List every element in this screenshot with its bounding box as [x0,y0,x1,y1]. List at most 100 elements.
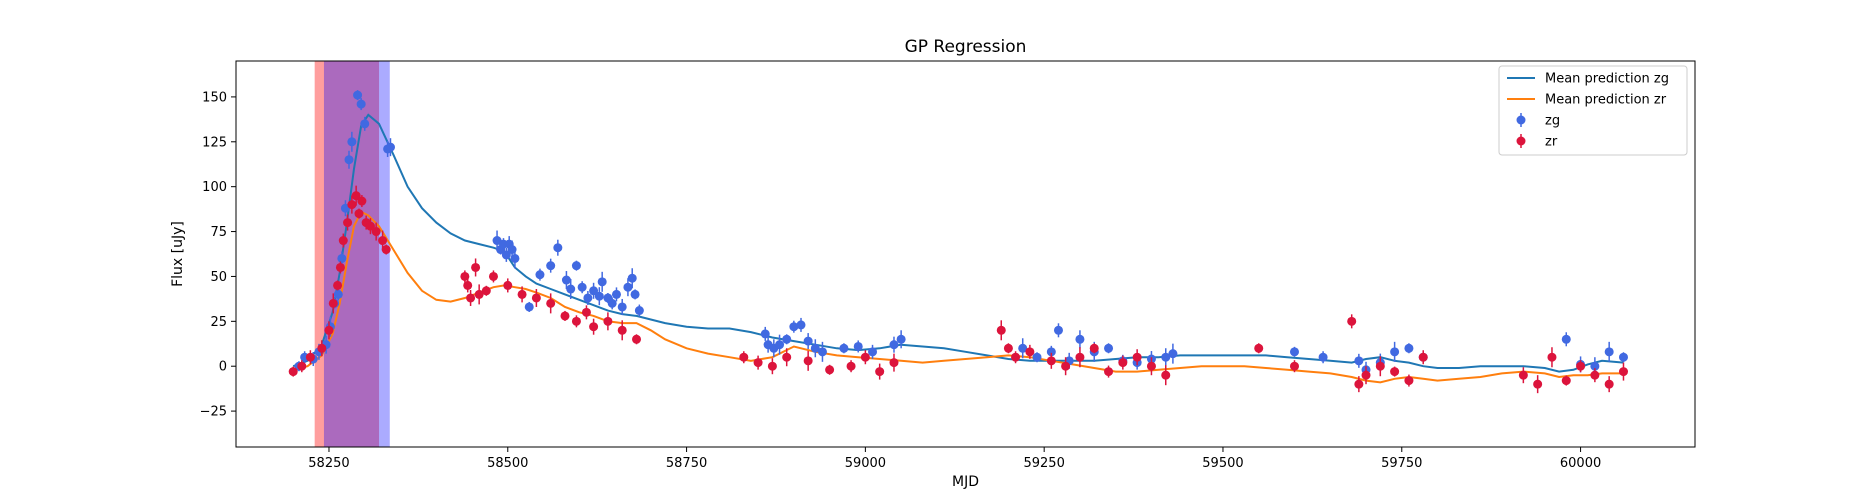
zr-point [317,343,327,353]
zr-point [297,361,307,371]
zg-point [817,347,827,357]
legend-item: zg [1516,113,1560,129]
chart-title: GP Regression [905,37,1027,57]
zr-point [1533,379,1543,389]
zr-point [1061,361,1071,371]
x-tick-label: 59000 [845,456,886,471]
zr-point [1404,376,1414,386]
zg-point [1390,347,1400,357]
zg-point [1289,347,1299,357]
zr-point [1132,352,1142,362]
zg-point [344,155,354,165]
x-axis-title: MJD [952,474,979,490]
x-tick-label: 58250 [308,456,349,471]
plot-frame [235,60,1696,448]
zr-point [1011,352,1021,362]
zr-point [471,262,481,272]
zr-point [753,358,763,368]
zg-point [617,302,627,312]
points-zr [288,185,1628,394]
zr-point [488,271,498,281]
zr-point [378,236,388,246]
zg-point [553,243,563,253]
zg-point [607,298,617,308]
zg-point [796,320,806,330]
zr-point [531,293,541,303]
zg-point [546,261,556,271]
y-axis-title: Flux [uJy] [170,221,186,287]
zr-point [617,325,627,335]
zg-point [353,90,363,100]
zr-point [889,358,899,368]
zg-point [1604,347,1614,357]
legend-marker-swatch [1516,136,1526,146]
zg-point [535,270,545,280]
zr-point [1547,352,1557,362]
zg-point [589,286,599,296]
zr-point [782,352,792,362]
zr-point [1518,370,1528,380]
zr-point [632,334,642,344]
zr-point [803,356,813,366]
legend-item: zr [1516,134,1558,150]
observation-points [288,90,1628,394]
x-tick-label: 59750 [1381,456,1422,471]
zr-point [1418,352,1428,362]
zg-point [623,282,633,292]
legend-marker-swatch [1516,115,1526,125]
legend-label: zg [1545,114,1560,129]
zr-point [357,196,367,206]
zg-point [775,340,785,350]
zr-point [503,280,513,290]
zr-point [517,289,527,299]
zr-point [343,218,353,228]
y-tick-label: 50 [210,270,227,285]
zg-point [594,291,604,301]
y-axis: −25 0 25 50 75 100 125 150 [200,90,236,420]
zg-point [868,347,878,357]
shaded-region-1 [323,61,390,447]
zg-point [1168,349,1178,359]
zg-point [839,343,849,353]
zg-point [627,273,637,283]
legend-item: Mean prediction zr [1507,93,1667,108]
x-tick-label: 58750 [666,456,707,471]
zg-point [782,334,792,344]
zg-point [524,302,534,312]
zr-point [739,352,749,362]
line-mean-prediction-zr [292,210,1624,384]
zg-point [1618,352,1628,362]
zr-point [481,286,491,296]
zr-point [1161,370,1171,380]
zg-point [1590,361,1600,371]
zr-point [875,367,885,377]
zr-point [1375,361,1385,371]
y-tick-label: 100 [202,180,227,195]
zr-point [767,361,777,371]
zr-point [546,298,556,308]
zr-point [1289,361,1299,371]
zr-point [1046,356,1056,366]
zr-point [1390,367,1400,377]
zg-point [510,253,520,263]
zr-point [354,209,364,219]
zg-point [1404,343,1414,353]
y-tick-label: 25 [210,315,227,330]
zg-point [1318,352,1328,362]
zr-point [324,325,334,335]
zr-point [338,236,348,246]
zr-point [365,221,375,231]
zr-point [347,200,357,210]
zr-point [1561,376,1571,386]
zr-point [381,245,391,255]
zg-point [583,293,593,303]
zg-point [634,306,644,316]
zg-point [1075,334,1085,344]
zg-point [1104,343,1114,353]
zr-point [1003,343,1013,353]
zr-point [603,316,613,326]
zg-point [1046,347,1056,357]
zg-point [889,340,899,350]
zr-point [1354,379,1364,389]
